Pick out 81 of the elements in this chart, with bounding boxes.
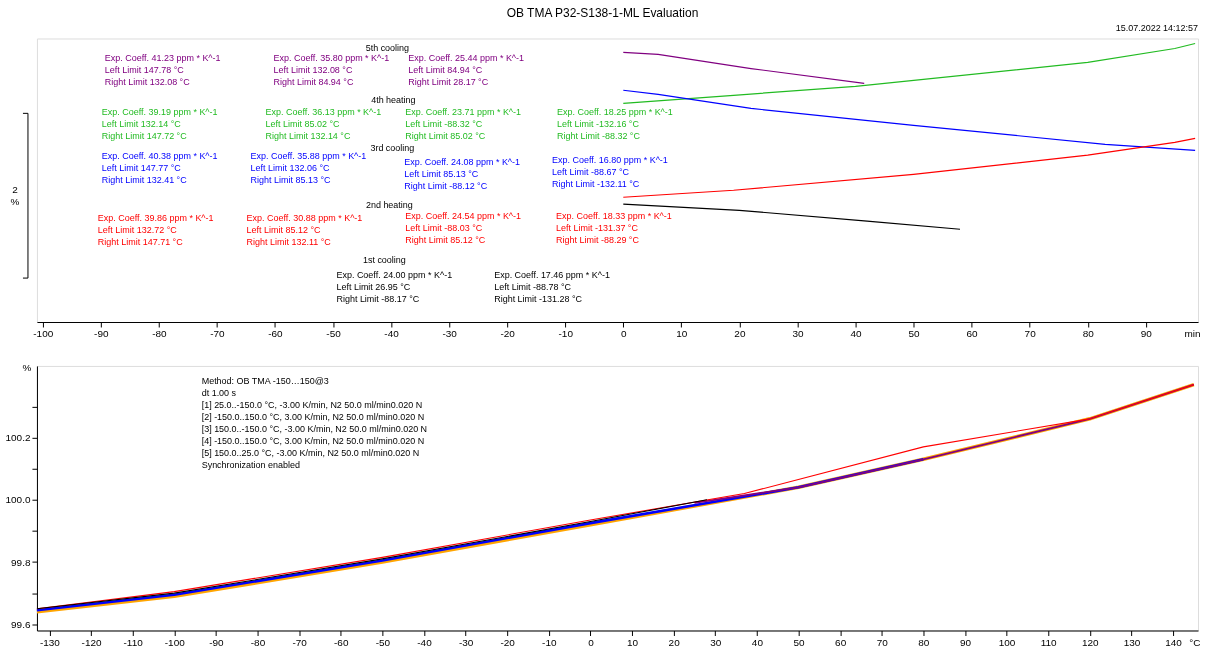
x-tick-label: 100 (998, 636, 1016, 648)
x-tick-label: -80 (250, 636, 266, 648)
x-tick-label: -30 (442, 328, 458, 340)
x-tick-label: 70 (876, 636, 889, 648)
x-tick-label: 30 (792, 328, 804, 340)
x-axis-title: °C (1189, 636, 1201, 648)
annotation: Exp. Coeff. 35.80 ppm * K^-1 Left Limit 132.08 °C Right Limit 84.94 °C (273, 53, 390, 88)
x-tick-label: -60 (334, 636, 349, 648)
annotation: Exp. Coeff. 18.25 ppm * K^-1 Left Limit -132.16 °C Right Limit -88.32 °C (557, 107, 673, 142)
x-tick-label: -30 (458, 636, 474, 648)
x-tick-label: 40 (850, 328, 862, 340)
annotation: Exp. Coeff. 30.88 ppm * K^-1 Left Limit 85.12 °C Right Limit 132.11 °C (246, 213, 363, 248)
x-tick-label: 60 (966, 328, 979, 340)
annotation: Exp. Coeff. 36.13 ppm * K^-1 Left Limit 85.02 °C Right Limit 132.14 °C (265, 107, 382, 142)
y-tick-label: 99.6 (11, 618, 31, 630)
x-tick-label: -80 (152, 328, 168, 340)
x-axis-title: min (1184, 328, 1201, 340)
annotation: Exp. Coeff. 41.23 ppm * K^-1 Left Limit 147.78 °C Right Limit 132.08 °C (104, 53, 221, 88)
annotation: Exp. Coeff. 24.00 ppm * K^-1 Left Limit 26.95 °C Right Limit -88.17 °C (336, 270, 453, 305)
x-tick-label: -70 (210, 328, 226, 340)
annotation: Exp. Coeff. 24.08 ppm * K^-1 Left Limit 85.13 °C Right Limit -88.12 °C (404, 157, 521, 192)
x-tick-label: 10 (676, 328, 688, 340)
x-tick-label: 80 (1082, 328, 1095, 340)
annotation: Exp. Coeff. 40.38 ppm * K^-1 Left Limit 147.77 °C Right Limit 132.41 °C (101, 151, 218, 186)
x-tick-label: -50 (375, 636, 391, 648)
annotation: 5th cooling (365, 43, 410, 54)
x-tick-label: -120 (81, 636, 102, 648)
x-tick-label: -50 (326, 328, 342, 340)
x-tick-label: 20 (734, 328, 746, 340)
y-tick-label: 100.2 (5, 432, 31, 444)
x-tick-label: 30 (710, 636, 722, 648)
x-tick-label: 90 (959, 636, 972, 648)
annotation: Exp. Coeff. 35.88 ppm * K^-1 Left Limit 132.06 °C Right Limit 85.13 °C (250, 151, 367, 186)
x-tick-label: 140 (1165, 636, 1183, 648)
x-tick-label: -110 (123, 636, 144, 648)
x-tick-label: 130 (1123, 636, 1141, 648)
annotation: 4th heating (371, 95, 416, 106)
x-tick-label: 90 (1140, 328, 1153, 340)
x-tick-label: 40 (751, 636, 764, 648)
annotation: Exp. Coeff. 23.71 ppm * K^-1 Left Limit -88.32 °C Right Limit 85.02 °C (405, 107, 522, 142)
x-tick-label: 110 (1040, 636, 1058, 648)
x-tick-label: -100 (33, 328, 54, 340)
y-axis-title: % (22, 362, 32, 374)
annotation: Exp. Coeff. 39.19 ppm * K^-1 Left Limit 132.14 °C Right Limit 147.72 °C (101, 107, 218, 142)
x-tick-label: -20 (500, 636, 516, 648)
annotation: 1st cooling (362, 255, 406, 266)
chart-title: OB TMA P32-S138-1-ML Evaluation (506, 6, 699, 21)
y-tick-label: 99.8 (11, 556, 31, 568)
x-tick-label: 0 (621, 328, 628, 340)
x-tick-label: 50 (908, 328, 921, 340)
x-tick-label: 120 (1082, 636, 1100, 648)
annotation: Exp. Coeff. 17.46 ppm * K^-1 Left Limit -88.78 °C Right Limit -131.28 °C (494, 270, 610, 305)
x-tick-label: 20 (668, 636, 681, 648)
y-tick-label: 100.0 (5, 494, 31, 506)
x-tick-label: 50 (793, 636, 806, 648)
annotation: Exp. Coeff. 24.54 ppm * K^-1 Left Limit -88.03 °C Right Limit 85.12 °C (405, 211, 522, 246)
x-tick-label: -130 (39, 636, 61, 648)
y-axis-title: 2 % (10, 184, 20, 208)
annotation: 2nd heating (365, 200, 413, 211)
x-tick-label: -20 (500, 328, 516, 340)
x-tick-label: -10 (558, 328, 574, 340)
x-tick-label: 0 (588, 636, 595, 648)
x-tick-label: 60 (835, 636, 847, 648)
x-tick-label: -40 (384, 328, 400, 340)
annotation: 3rd cooling (370, 143, 415, 154)
x-tick-label: 80 (918, 636, 930, 648)
x-tick-label: -90 (209, 636, 225, 648)
annotation: Method: OB TMA -150…150@3 dt 1.00 s [1] 25.0..-150.0 °C, -3.00 K/min, N2 50.0 ml/min0.020 N [2] -150.0..150.0 °C, 3.00 K/min, N2 50.0 ml/min0.020 N [3] 150.0..-150.0 °C, -3.00 K/min, N2 50.0 ml/min0.020 N [4] -150.0..150.0 °C, 3.00 K/min, N2 50.0 ml/min0.020 N [5] 150.0..25.0 °C, -3.00 K/min, N2 50.0 ml/min0.020 N Synchronization enabled (201, 375, 428, 470)
annotation: Exp. Coeff. 16.80 ppm * K^-1 Left Limit -88.67 °C Right Limit -132.11 °C (552, 155, 668, 190)
text: 15.07.2022 14:12:57 (1115, 23, 1199, 34)
x-tick-label: -40 (417, 636, 433, 648)
x-tick-label: -60 (268, 328, 284, 340)
x-tick-label: -100 (164, 636, 186, 648)
x-tick-label: -10 (542, 636, 557, 648)
x-tick-label: 10 (627, 636, 639, 648)
x-tick-label: -90 (94, 328, 109, 340)
x-tick-label: -70 (292, 636, 308, 648)
annotation: Exp. Coeff. 25.44 ppm * K^-1 Left Limit 84.94 °C Right Limit 28.17 °C (408, 53, 525, 88)
x-tick-label: 70 (1024, 328, 1037, 340)
annotation: Exp. Coeff. 39.86 ppm * K^-1 Left Limit 132.72 °C Right Limit 147.71 °C (97, 213, 214, 248)
annotation: Exp. Coeff. 18.33 ppm * K^-1 Left Limit -131.37 °C Right Limit -88.29 °C (556, 211, 672, 246)
